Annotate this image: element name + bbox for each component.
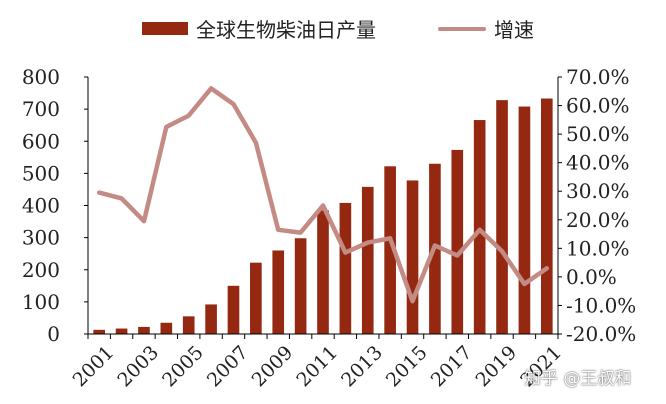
bar-2006 bbox=[205, 304, 217, 334]
x-tick-label: 2001 bbox=[69, 342, 119, 392]
x-tick-label: 2013 bbox=[337, 342, 387, 392]
y-right-tick-label: 70.0% bbox=[566, 65, 630, 89]
bar-2020 bbox=[518, 106, 531, 335]
x-tick-label: 2007 bbox=[203, 342, 253, 392]
bar-2005 bbox=[182, 316, 195, 334]
y-left-tick-label: 100 bbox=[22, 290, 60, 314]
axes bbox=[84, 76, 562, 339]
legend-label-output: 全球生物柴油日产量 bbox=[196, 18, 376, 42]
y-left-tick-label: 400 bbox=[22, 194, 60, 218]
y-left-tick-label: 0 bbox=[47, 322, 60, 346]
x-tick-label: 2015 bbox=[382, 342, 432, 392]
y-right-tick-label: 30.0% bbox=[566, 179, 630, 203]
bar-2017 bbox=[451, 149, 464, 334]
bar-2018 bbox=[473, 120, 486, 334]
bar-2015 bbox=[406, 180, 419, 334]
bar-2021 bbox=[540, 98, 553, 335]
y-right-tick-label: 60.0% bbox=[566, 94, 630, 118]
bar-2004 bbox=[160, 322, 173, 334]
y-right-tick-label: 10.0% bbox=[566, 236, 630, 260]
bar-2008 bbox=[250, 262, 262, 334]
y-right-tick-label: -20.0% bbox=[566, 322, 636, 346]
bar-series bbox=[93, 98, 553, 335]
y-right-tick-label: 40.0% bbox=[566, 151, 630, 175]
x-tick-label: 2003 bbox=[113, 342, 163, 392]
x-tick-label: 2017 bbox=[427, 342, 477, 392]
legend-bar-swatch bbox=[142, 22, 188, 35]
bar-2010 bbox=[294, 238, 307, 334]
watermark: 知乎 @王叔和 bbox=[524, 369, 632, 389]
y-left-tick-label: 700 bbox=[22, 97, 60, 121]
x-tick-label: 2019 bbox=[471, 342, 521, 392]
x-tick-label: 2005 bbox=[158, 342, 208, 392]
y-left-tick-label: 800 bbox=[22, 65, 60, 89]
bar-2019 bbox=[496, 100, 508, 334]
bar-2002 bbox=[115, 328, 128, 334]
line-series bbox=[96, 86, 550, 304]
y-left-tick-label: 200 bbox=[22, 258, 60, 282]
x-tick-label: 2011 bbox=[292, 342, 342, 392]
legend-item-output: 全球生物柴油日产量 bbox=[142, 14, 376, 43]
bar-2001 bbox=[93, 329, 106, 334]
legend-line-swatch bbox=[438, 26, 486, 31]
bar-2014 bbox=[384, 166, 396, 334]
y-right-tick-label: 20.0% bbox=[566, 208, 630, 232]
bar-2003 bbox=[138, 326, 150, 334]
x-tick-label: 2009 bbox=[248, 342, 298, 392]
legend-item-growth: 增速 bbox=[438, 14, 534, 43]
y-right-tick-label: 50.0% bbox=[566, 122, 630, 146]
y-right-tick-label: 0.0% bbox=[566, 265, 617, 289]
bar-2007 bbox=[227, 285, 240, 334]
bar-2009 bbox=[272, 250, 285, 334]
y-left-tick-label: 500 bbox=[22, 161, 60, 185]
y-left-tick-label: 600 bbox=[22, 129, 60, 153]
y-right-tick-label: -10.0% bbox=[566, 293, 636, 317]
legend: 全球生物柴油日产量 增速 bbox=[0, 14, 666, 44]
y-left-tick-label: 300 bbox=[22, 226, 60, 250]
bar-2011 bbox=[317, 210, 329, 334]
bar-2013 bbox=[361, 186, 374, 334]
legend-label-growth: 增速 bbox=[494, 18, 534, 42]
bar-2012 bbox=[339, 202, 352, 334]
